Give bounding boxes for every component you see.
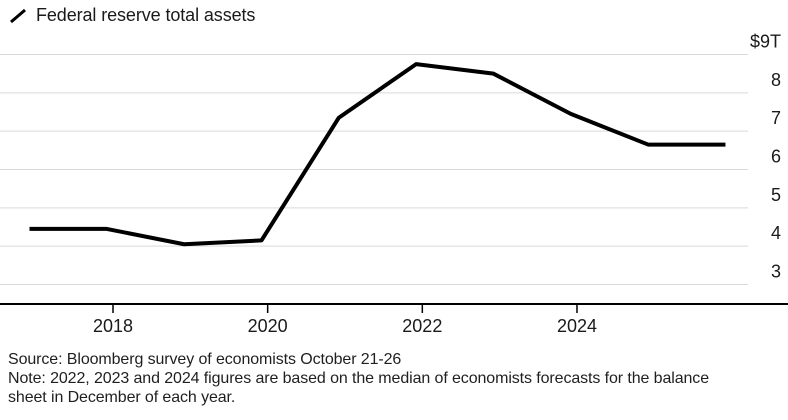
note-line-1: Note: 2022, 2023 and 2024 figures are ba… xyxy=(8,370,709,387)
y-tick-label: 4 xyxy=(771,223,781,243)
y-tick-label: $9T xyxy=(750,32,781,52)
line-chart: $9T 8 7 6 5 4 3 2018 2020 2022 2024 xyxy=(0,32,788,336)
x-tick-label: 2020 xyxy=(248,316,288,336)
legend-label: Federal reserve total assets xyxy=(36,5,256,25)
series-line xyxy=(29,62,726,247)
y-tick-label: 8 xyxy=(771,70,781,90)
y-tick-label: 3 xyxy=(771,261,781,281)
y-tick-label: 5 xyxy=(771,185,781,205)
chart-legend: Federal reserve total assets xyxy=(9,5,255,26)
source-note: Source: Bloomberg survey of economists O… xyxy=(8,351,402,368)
chart-footnotes: Source: Bloomberg survey of economists O… xyxy=(8,350,709,407)
y-tick-label: 7 xyxy=(771,108,781,128)
x-tick-label: 2024 xyxy=(557,316,597,336)
x-tick-label: 2022 xyxy=(402,316,442,336)
x-tick-label: 2018 xyxy=(93,316,133,336)
y-tick-label: 6 xyxy=(771,146,781,166)
line-series-icon xyxy=(10,8,26,23)
note-line-2: sheet in December of each year. xyxy=(8,389,236,406)
